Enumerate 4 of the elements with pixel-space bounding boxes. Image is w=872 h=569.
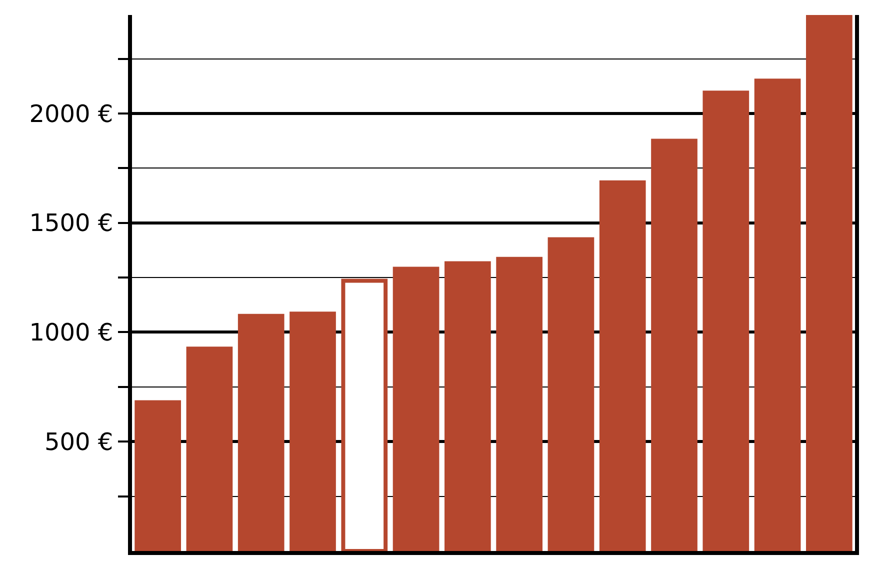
y-tick-label: 2000 €: [29, 100, 114, 128]
y-tick-label: 1000 €: [29, 318, 114, 347]
y-tick-label: 1500 €: [29, 209, 114, 238]
y-tick-label: 500 €: [44, 428, 114, 456]
